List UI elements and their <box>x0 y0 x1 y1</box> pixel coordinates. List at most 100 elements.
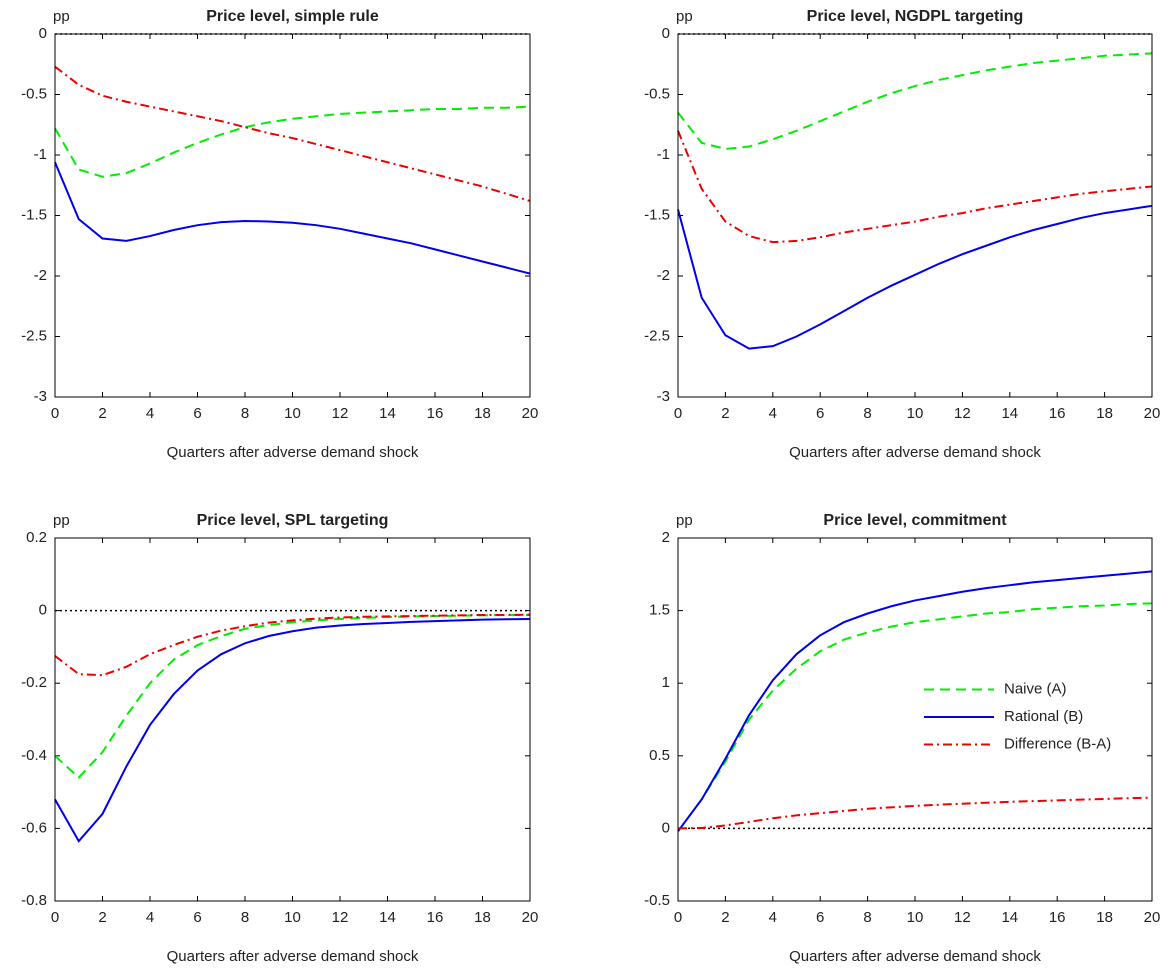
y-tick-label: -0.6 <box>21 819 47 836</box>
y-tick-label: -1.5 <box>644 206 670 223</box>
y-tick-label: -3 <box>34 388 47 405</box>
y-tick-label: -0.5 <box>21 85 47 102</box>
y-axis-label: pp <box>53 512 70 529</box>
x-tick-label: 18 <box>1096 909 1113 926</box>
x-tick-label: 0 <box>674 909 682 926</box>
x-tick-label: 16 <box>1049 909 1066 926</box>
legend-label: Difference (B-A) <box>1004 735 1111 752</box>
plot-frame <box>54 537 531 902</box>
x-tick-label: 20 <box>1144 909 1161 926</box>
line-series <box>54 161 531 275</box>
y-tick-label: -1 <box>657 146 670 163</box>
y-tick-label: 0 <box>662 25 670 42</box>
x-tick-label: 16 <box>1049 405 1066 422</box>
line-series <box>677 204 1153 350</box>
y-tick-label: 1.5 <box>649 602 670 619</box>
x-tick-label: 12 <box>332 909 349 926</box>
x-tick-label: 2 <box>98 909 106 926</box>
x-axis-label: Quarters after adverse demand shock <box>167 444 419 461</box>
y-axis-label: pp <box>53 8 70 25</box>
x-tick-label: 6 <box>193 909 201 926</box>
x-tick-label: 12 <box>954 405 971 422</box>
x-tick-label: 10 <box>907 405 924 422</box>
x-tick-label: 18 <box>474 405 491 422</box>
plot-frame <box>677 33 1153 398</box>
x-tick-label: 18 <box>1096 405 1113 422</box>
line-series <box>54 613 530 779</box>
chart-title: Price level, simple rule <box>206 8 379 25</box>
x-tick-label: 6 <box>816 405 824 422</box>
y-tick-label: -2.5 <box>21 327 47 344</box>
y-tick-label: -2.5 <box>644 327 670 344</box>
x-tick-label: 8 <box>241 405 249 422</box>
line-series <box>54 613 531 677</box>
y-tick-label: 2 <box>662 529 670 546</box>
line-series <box>677 130 1153 244</box>
y-tick-label: -2 <box>34 267 47 284</box>
x-tick-label: 16 <box>427 909 444 926</box>
chart-title: Price level, NGDPL targeting <box>807 8 1024 25</box>
x-tick-label: 4 <box>769 909 777 926</box>
y-tick-label: 0.5 <box>649 747 670 764</box>
chart-title: Price level, SPL targeting <box>197 512 389 529</box>
y-tick-label: 0 <box>39 602 47 619</box>
legend-label: Rational (B) <box>1004 708 1083 725</box>
x-tick-label: 10 <box>284 405 301 422</box>
x-tick-label: 4 <box>769 405 777 422</box>
x-tick-label: 0 <box>51 405 59 422</box>
x-tick-label: 14 <box>1001 405 1018 422</box>
x-tick-label: 2 <box>721 909 729 926</box>
y-tick-label: -1.5 <box>21 206 47 223</box>
x-tick-label: 16 <box>427 405 444 422</box>
chart-title: Price level, commitment <box>823 512 1007 529</box>
x-tick-label: 10 <box>284 909 301 926</box>
x-tick-label: 4 <box>146 405 154 422</box>
line-series <box>677 570 1153 832</box>
x-tick-label: 2 <box>98 405 106 422</box>
plot-frame <box>677 537 1153 902</box>
x-axis-label: Quarters after adverse demand shock <box>789 444 1041 461</box>
plot-frame <box>54 33 531 398</box>
x-tick-label: 2 <box>721 405 729 422</box>
y-tick-label: -0.4 <box>21 747 47 764</box>
line-series <box>677 52 1153 150</box>
y-tick-label: 0.2 <box>26 529 47 546</box>
legend-label: Naive (A) <box>1004 680 1067 697</box>
x-axis-label: Quarters after adverse demand shock <box>789 948 1041 965</box>
x-tick-label: 20 <box>522 909 539 926</box>
x-tick-label: 0 <box>674 405 682 422</box>
y-tick-label: -1 <box>34 146 47 163</box>
line-series <box>54 617 531 843</box>
x-tick-label: 10 <box>907 909 924 926</box>
y-tick-label: 1 <box>662 674 670 691</box>
y-tick-label: -3 <box>657 388 670 405</box>
x-tick-label: 6 <box>193 405 201 422</box>
x-tick-label: 20 <box>522 405 539 422</box>
x-tick-label: 18 <box>474 909 491 926</box>
x-tick-label: 12 <box>332 405 349 422</box>
x-tick-label: 4 <box>146 909 154 926</box>
line-series <box>54 65 531 202</box>
x-tick-label: 8 <box>241 909 249 926</box>
x-tick-label: 8 <box>863 909 871 926</box>
line-series <box>677 602 1153 832</box>
y-tick-label: -0.5 <box>644 892 670 909</box>
y-tick-label: -0.5 <box>644 85 670 102</box>
y-tick-label: -0.8 <box>21 892 47 909</box>
line-series <box>677 796 1153 830</box>
x-tick-label: 6 <box>816 909 824 926</box>
x-tick-label: 12 <box>954 909 971 926</box>
line-series <box>54 105 531 178</box>
y-tick-label: 0 <box>39 25 47 42</box>
y-tick-label: -0.2 <box>21 674 47 691</box>
x-tick-label: 0 <box>51 909 59 926</box>
x-axis-label: Quarters after adverse demand shock <box>167 948 419 965</box>
y-axis-label: pp <box>676 512 693 529</box>
x-tick-label: 8 <box>863 405 871 422</box>
x-tick-label: 20 <box>1144 405 1161 422</box>
x-tick-label: 14 <box>379 405 396 422</box>
x-tick-label: 14 <box>379 909 396 926</box>
y-tick-label: 0 <box>662 819 670 836</box>
y-axis-label: pp <box>676 8 693 25</box>
